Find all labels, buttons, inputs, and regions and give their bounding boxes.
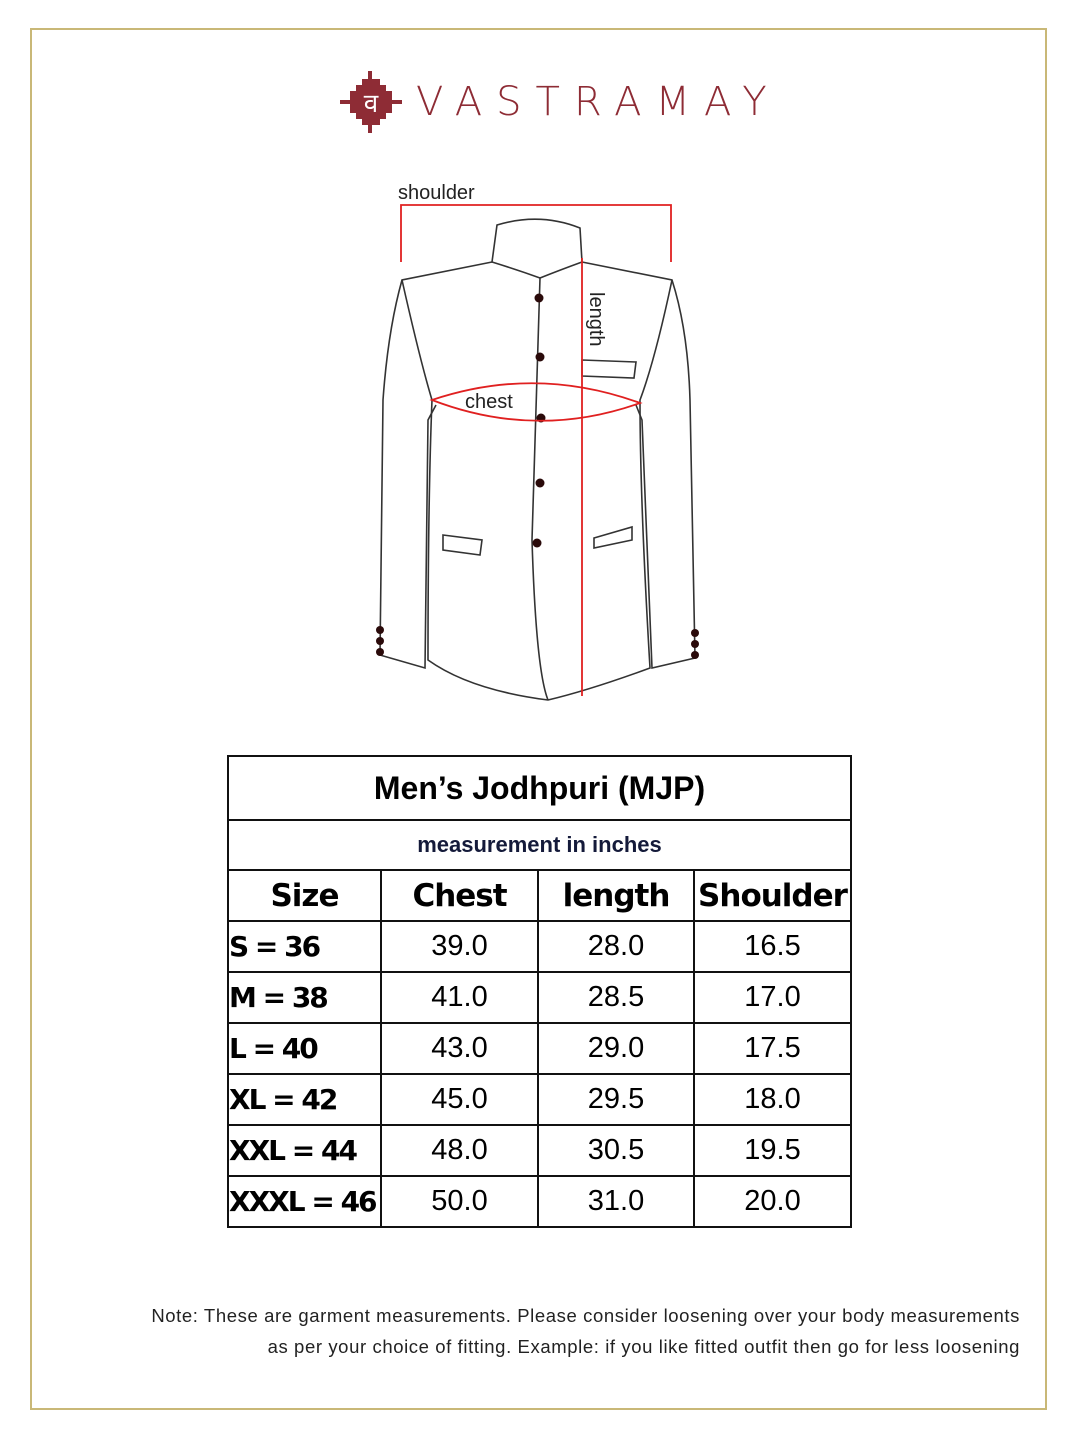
length-cell: 31.0 <box>537 1175 695 1228</box>
jodhpuri-jacket-diagram: shoulder chest length <box>376 182 699 701</box>
length-cell: 28.0 <box>537 920 695 973</box>
table-header-row: Size Chest length Shoulder <box>227 869 852 922</box>
page-border <box>30 28 1047 1410</box>
length-cell: 28.5 <box>537 971 695 1024</box>
chest-cell: 41.0 <box>380 971 539 1024</box>
shoulder-cell: 17.0 <box>693 971 852 1024</box>
header-length: length <box>537 869 695 922</box>
length-label: length <box>585 292 607 347</box>
size-chart-table: Men’s Jodhpuri (MJP) measurement in inch… <box>227 755 852 1228</box>
table-title: Men’s Jodhpuri (MJP) <box>227 755 852 821</box>
chest-cell: 39.0 <box>380 920 539 973</box>
logo-mark-icon: व <box>340 71 402 133</box>
note-line-1: Note: These are garment measurements. Pl… <box>151 1305 1020 1326</box>
brand-name: VASTRAMAY <box>416 79 781 125</box>
note-line-2: as per your choice of fitting. Example: … <box>267 1336 1020 1357</box>
length-cell: 29.5 <box>537 1073 695 1126</box>
header-chest: Chest <box>380 869 539 922</box>
size-cell: XL = 42 <box>227 1073 382 1126</box>
shoulder-cell: 20.0 <box>693 1175 852 1228</box>
chest-label: chest <box>465 391 513 413</box>
header-shoulder: Shoulder <box>693 869 852 922</box>
table-row: XXL = 44 48.0 30.5 19.5 <box>227 1124 852 1177</box>
length-cell: 30.5 <box>537 1124 695 1177</box>
size-cell: XXXL = 46 <box>227 1175 382 1228</box>
length-cell: 29.0 <box>537 1022 695 1075</box>
shoulder-cell: 19.5 <box>693 1124 852 1177</box>
shoulder-cell: 16.5 <box>693 920 852 973</box>
chest-cell: 45.0 <box>380 1073 539 1126</box>
shoulder-label: shoulder <box>398 182 475 204</box>
header-size: Size <box>227 869 382 922</box>
svg-text:व: व <box>364 89 379 119</box>
size-cell: M = 38 <box>227 971 382 1024</box>
size-cell: S = 36 <box>227 920 382 973</box>
chest-cell: 43.0 <box>380 1022 539 1075</box>
table-subtitle: measurement in inches <box>227 819 852 871</box>
shoulder-cell: 18.0 <box>693 1073 852 1126</box>
table-row: L = 40 43.0 29.0 17.5 <box>227 1022 852 1075</box>
brand-logo: व VASTRAMAY <box>340 70 781 134</box>
table-row: XXXL = 46 50.0 31.0 20.0 <box>227 1175 852 1228</box>
table-row: S = 36 39.0 28.0 16.5 <box>227 920 852 973</box>
chest-cell: 48.0 <box>380 1124 539 1177</box>
size-cell: XXL = 44 <box>227 1124 382 1177</box>
table-row: XL = 42 45.0 29.5 18.0 <box>227 1073 852 1126</box>
shoulder-cell: 17.5 <box>693 1022 852 1075</box>
size-cell: L = 40 <box>227 1022 382 1075</box>
table-row: M = 38 41.0 28.5 17.0 <box>227 971 852 1024</box>
chest-cell: 50.0 <box>380 1175 539 1228</box>
fitting-note: Note: These are garment measurements. Pl… <box>40 1300 1020 1362</box>
